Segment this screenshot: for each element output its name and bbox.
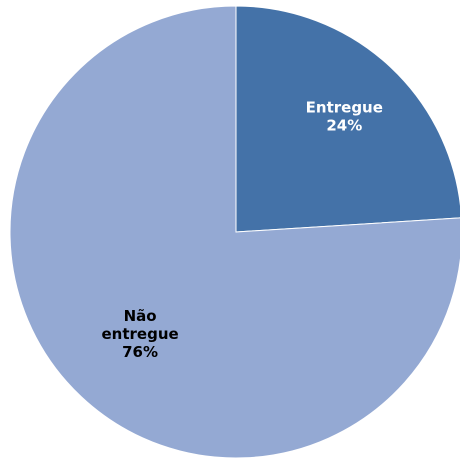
slice-category: entregue xyxy=(101,325,178,343)
pie-labels: Entregue 24% Não entregue 76% xyxy=(101,99,382,361)
pie-slice-entregue xyxy=(235,5,460,233)
pie-slices xyxy=(9,5,460,459)
slice-category: Não xyxy=(124,307,157,325)
slice-percent: 76% xyxy=(122,343,158,361)
slice-label: Entregue 24% xyxy=(306,99,383,135)
slice-label: Não entregue 76% xyxy=(101,307,178,361)
slice-percent: 24% xyxy=(326,117,362,135)
slice-category: Entregue xyxy=(306,99,383,117)
pie-slice-não-entregue xyxy=(9,5,460,459)
